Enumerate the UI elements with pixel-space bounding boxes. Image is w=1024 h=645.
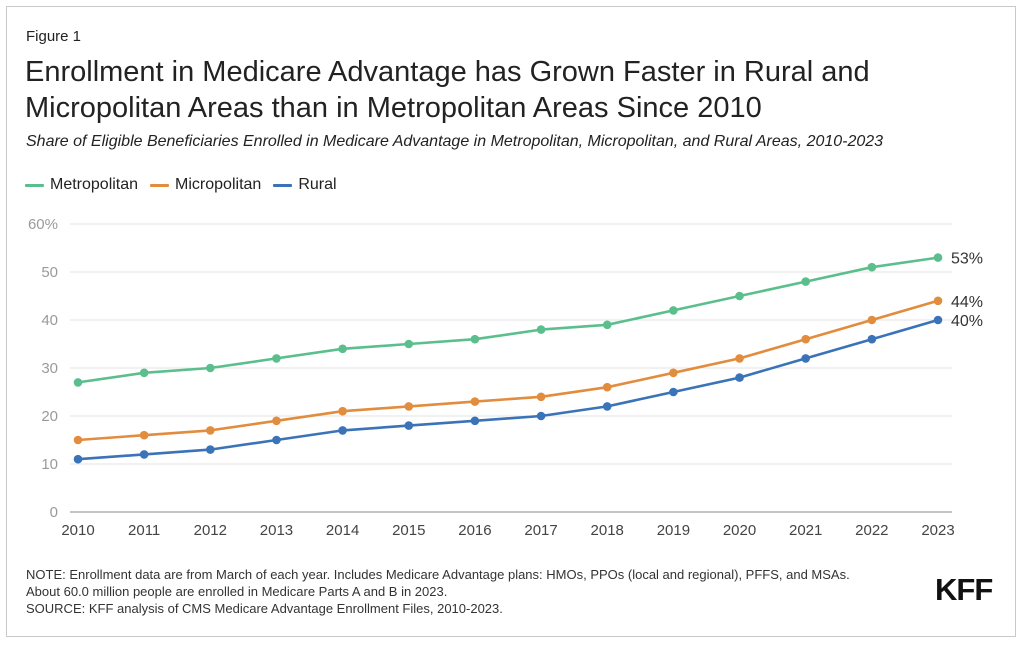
y-tick-label: 50 xyxy=(41,264,58,281)
legend-item-micropolitan: Micropolitan xyxy=(150,176,261,194)
series-line-metropolitan xyxy=(77,256,939,384)
data-point-metropolitan xyxy=(867,262,877,272)
end-label-micropolitan: 44% xyxy=(951,294,983,311)
y-tick-label: 60% xyxy=(28,216,58,233)
data-point-rural xyxy=(536,411,546,421)
data-point-metropolitan xyxy=(470,334,480,344)
x-tick-label: 2012 xyxy=(194,522,227,539)
chart-subtitle: Share of Eligible Beneficiaries Enrolled… xyxy=(26,133,884,150)
data-point-rural xyxy=(602,402,612,411)
x-tick-label: 2022 xyxy=(855,522,888,539)
data-point-micropolitan xyxy=(73,435,83,445)
data-point-rural xyxy=(735,373,744,382)
figure-frame xyxy=(6,6,1016,637)
data-point-micropolitan xyxy=(602,382,612,392)
chart-title: Enrollment in Medicare Advantage has Gro… xyxy=(25,54,985,126)
data-point-micropolitan xyxy=(272,416,281,426)
data-point-metropolitan xyxy=(801,277,810,286)
x-tick-label: 2021 xyxy=(789,522,822,539)
data-point-rural xyxy=(73,454,83,464)
end-label-rural: 40% xyxy=(951,313,983,330)
note-line-2: About 60.0 million people are enrolled i… xyxy=(26,584,448,599)
data-point-metropolitan xyxy=(735,291,744,301)
data-point-metropolitan xyxy=(933,253,943,262)
y-tick-label: 0 xyxy=(50,504,58,521)
data-point-micropolitan xyxy=(139,430,149,440)
end-label-metropolitan: 53% xyxy=(951,251,983,268)
data-point-rural xyxy=(338,426,347,435)
chart-notes: NOTE: Enrollment data are from March of … xyxy=(26,566,850,617)
data-point-micropolitan xyxy=(536,392,546,402)
series-line-rural xyxy=(77,318,939,461)
data-point-rural xyxy=(933,315,943,325)
x-tick-label: 2013 xyxy=(260,522,293,539)
legend-label-metropolitan: Metropolitan xyxy=(50,176,139,193)
x-tick-label: 2010 xyxy=(61,522,94,539)
data-point-micropolitan xyxy=(206,426,215,435)
x-tick-label: 2014 xyxy=(326,522,359,539)
source-line: SOURCE: KFF analysis of CMS Medicare Adv… xyxy=(26,601,503,616)
data-point-rural xyxy=(470,416,480,426)
data-point-micropolitan xyxy=(801,334,810,344)
legend-item-metropolitan: Metropolitan xyxy=(25,176,138,194)
x-tick-label: 2011 xyxy=(128,522,160,539)
legend-label-micropolitan: Micropolitan xyxy=(175,176,262,193)
data-point-metropolitan xyxy=(536,325,546,334)
legend-item-rural: Rural xyxy=(273,176,337,194)
x-tick-label: 2018 xyxy=(591,522,624,539)
y-tick-label: 10 xyxy=(41,456,58,473)
data-point-micropolitan xyxy=(669,368,678,378)
x-tick-label: 2015 xyxy=(392,522,425,539)
x-tick-label: 2017 xyxy=(524,522,557,539)
data-point-rural xyxy=(801,354,810,363)
y-tick-label: 20 xyxy=(41,408,58,425)
data-point-micropolitan xyxy=(338,406,347,416)
chart-legend: Metropolitan Micropolitan Rural xyxy=(25,176,349,194)
data-point-metropolitan xyxy=(669,306,678,315)
data-point-micropolitan xyxy=(867,315,877,325)
y-tick-label: 40 xyxy=(41,312,58,329)
data-point-micropolitan xyxy=(735,354,744,363)
data-point-rural xyxy=(404,421,414,430)
data-point-micropolitan xyxy=(470,397,480,406)
data-point-rural xyxy=(272,435,281,445)
data-point-metropolitan xyxy=(404,339,414,349)
data-point-micropolitan xyxy=(404,402,414,411)
legend-swatch-micropolitan xyxy=(150,183,170,187)
chart-title-line-2: Micropolitan Areas than in Metropolitan … xyxy=(25,92,762,124)
kff-logo: KFF xyxy=(935,572,993,607)
y-tick-label: 30 xyxy=(41,360,58,377)
data-point-rural xyxy=(867,334,877,344)
legend-swatch-metropolitan xyxy=(25,183,44,187)
data-point-metropolitan xyxy=(272,354,281,363)
legend-label-rural: Rural xyxy=(298,176,337,193)
data-point-metropolitan xyxy=(602,320,612,330)
x-tick-label: 2023 xyxy=(921,522,954,539)
data-point-metropolitan xyxy=(338,344,347,354)
data-point-metropolitan xyxy=(139,368,149,378)
note-line-1: NOTE: Enrollment data are from March of … xyxy=(26,567,850,582)
data-point-metropolitan xyxy=(73,378,83,387)
series-line-micropolitan xyxy=(77,299,939,442)
x-tick-label: 2019 xyxy=(657,522,690,539)
chart-title-line-1: Enrollment in Medicare Advantage has Gro… xyxy=(25,56,870,88)
data-point-metropolitan xyxy=(206,363,215,373)
x-tick-label: 2020 xyxy=(723,522,756,539)
figure-label: Figure 1 xyxy=(26,28,82,45)
data-point-rural xyxy=(139,450,149,459)
x-tick-label: 2016 xyxy=(458,522,491,539)
data-point-rural xyxy=(206,445,215,454)
data-point-micropolitan xyxy=(933,296,943,306)
data-point-rural xyxy=(669,387,678,397)
legend-swatch-rural xyxy=(273,183,293,187)
